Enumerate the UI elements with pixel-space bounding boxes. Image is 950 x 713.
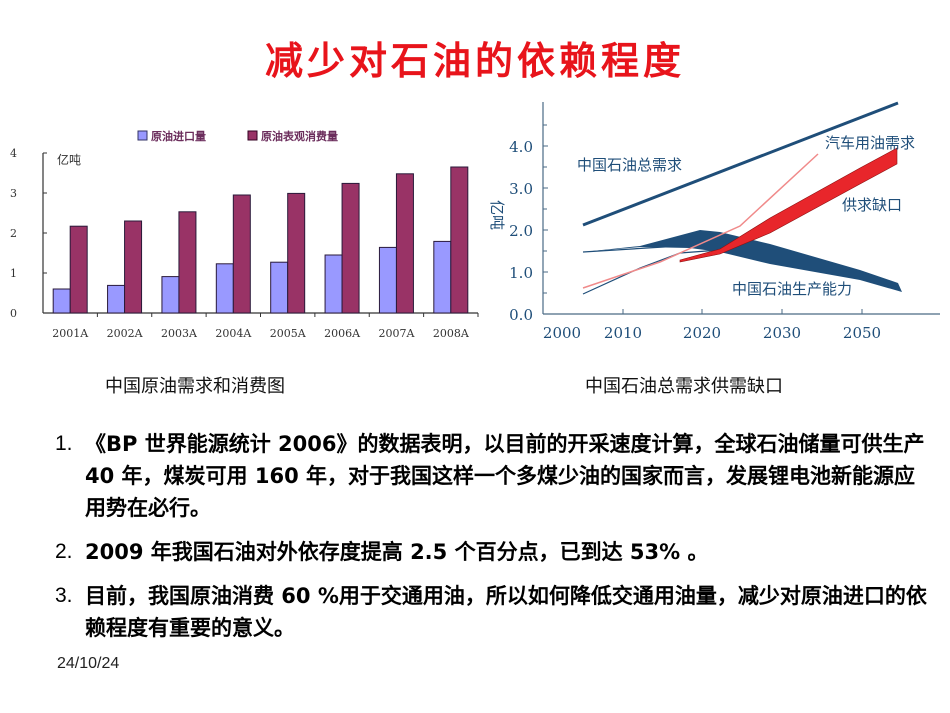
svg-text:4.0: 4.0: [509, 138, 533, 156]
bar: [433, 240, 452, 314]
production-band: [583, 230, 902, 292]
slide-title: 减少对石油的依赖程度: [264, 38, 685, 83]
svg-text:2005A: 2005A: [270, 327, 307, 340]
svg-text:2020: 2020: [683, 324, 721, 342]
bar: [270, 261, 289, 314]
svg-text:中国石油生产能力: 中国石油生产能力: [732, 280, 852, 298]
svg-text:汽车用油需求: 汽车用油需求: [825, 134, 915, 152]
bar: [324, 254, 343, 314]
svg-text:2002A: 2002A: [107, 327, 144, 340]
svg-text:2006A: 2006A: [324, 327, 361, 340]
bar: [161, 276, 180, 314]
chart-legend: 原油进口量 原油表观消费量: [137, 129, 338, 143]
bar: [395, 173, 414, 314]
svg-text:供求缺口: 供求缺口: [842, 196, 902, 214]
caption-right: 中国石油总需求供需缺口: [585, 376, 783, 397]
bullet-point-1: 1. 《BP 世界能源统计 2006》的数据表明，以目前的开采速度计算，全球石油…: [55, 432, 925, 520]
svg-text:1.0: 1.0: [509, 264, 533, 282]
svg-text:2050: 2050: [843, 324, 881, 342]
svg-text:原油进口量: 原油进口量: [151, 129, 206, 143]
svg-text:2008A: 2008A: [433, 327, 470, 340]
bullet-point-3: 3. 目前，我国原油消费 60 %用于交通用油，所以如何降低交通用油量，减少对原…: [55, 584, 927, 640]
caption-left: 中国原油需求和消费图: [105, 376, 285, 397]
svg-text:2004A: 2004A: [215, 327, 252, 340]
bar: [52, 288, 71, 314]
svg-text:原油表观消费量: 原油表观消费量: [261, 129, 338, 143]
svg-text:亿吨: 亿吨: [488, 200, 506, 230]
svg-text:2030: 2030: [763, 324, 801, 342]
bar: [232, 194, 251, 314]
svg-text:2001A: 2001A: [52, 327, 89, 340]
bar: [178, 211, 197, 314]
bar: [107, 284, 126, 314]
svg-text:2: 2: [10, 227, 17, 240]
svg-text:1: 1: [10, 267, 17, 280]
bar: [450, 166, 469, 314]
bar: [215, 263, 234, 314]
bullet-list: 1. 《BP 世界能源统计 2006》的数据表明，以目前的开采速度计算，全球石油…: [55, 428, 935, 656]
svg-text:2000: 2000: [543, 324, 581, 342]
svg-text:3: 3: [10, 187, 17, 200]
bullet-point-2: 2. 2009 年我国石油对外依存度提高 2.5 个百分点，已到达 53% 。: [55, 540, 709, 564]
bar: [124, 220, 143, 314]
svg-text:2010: 2010: [604, 324, 642, 342]
bar-chart-crude-oil: 原油进口量 原油表观消费量 0 1 2 3 4 亿吨 2001A 2002A 2003A 20…: [10, 129, 479, 340]
svg-text:2007A: 2007A: [378, 327, 415, 340]
bar: [341, 182, 360, 314]
svg-text:3.0: 3.0: [509, 180, 533, 198]
svg-text:0.0: 0.0: [509, 306, 533, 324]
svg-text:中国石油总需求: 中国石油总需求: [577, 156, 682, 174]
bar: [69, 225, 88, 314]
line-chart-oil-gap: 0.01.02.03.04.0 2000 2010 2020 2030 2050 亿吨 …: [488, 101, 940, 342]
bar: [287, 192, 306, 314]
supply-gap-band: [679, 147, 898, 263]
slide-date: 24/10/24: [57, 655, 120, 672]
bar: [378, 246, 397, 314]
svg-text:亿吨: 亿吨: [57, 152, 81, 167]
svg-text:2.0: 2.0: [509, 222, 533, 240]
svg-text:0: 0: [10, 307, 17, 320]
svg-text:2003A: 2003A: [161, 327, 198, 340]
svg-text:4: 4: [10, 147, 17, 160]
